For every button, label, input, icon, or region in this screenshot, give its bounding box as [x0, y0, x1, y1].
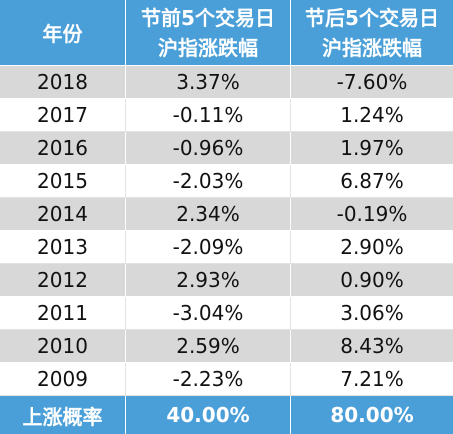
- header-after-line1: 节后5个交易日: [305, 5, 439, 30]
- row-after-change: 1.24%: [291, 99, 453, 132]
- row-before-change: -2.09%: [126, 231, 291, 264]
- header-year: 年份: [0, 0, 126, 66]
- row-year: 2015: [0, 165, 126, 198]
- row-year: 2018: [0, 66, 126, 99]
- row-year: 2014: [0, 198, 126, 231]
- footer-label: 上涨概率: [0, 396, 126, 434]
- row-before-change: -0.11%: [126, 99, 291, 132]
- header-before-holiday: 节前5个交易日 沪指涨跌幅: [126, 0, 291, 66]
- row-before-change: 2.34%: [126, 198, 291, 231]
- row-before-change: -2.23%: [126, 363, 291, 396]
- row-after-change: 1.97%: [291, 132, 453, 165]
- row-before-change: 2.59%: [126, 330, 291, 363]
- row-year: 2009: [0, 363, 126, 396]
- row-year: 2013: [0, 231, 126, 264]
- row-after-change: 7.21%: [291, 363, 453, 396]
- row-before-change: -3.04%: [126, 297, 291, 330]
- header-before-line1: 节前5个交易日: [141, 5, 275, 30]
- row-year: 2016: [0, 132, 126, 165]
- row-after-change: 8.43%: [291, 330, 453, 363]
- row-year: 2017: [0, 99, 126, 132]
- row-after-change: 3.06%: [291, 297, 453, 330]
- row-after-change: 0.90%: [291, 264, 453, 297]
- row-year: 2010: [0, 330, 126, 363]
- row-before-change: -2.03%: [126, 165, 291, 198]
- header-after-line2: 沪指涨跌幅: [322, 35, 422, 60]
- row-before-change: -0.96%: [126, 132, 291, 165]
- row-after-change: 6.87%: [291, 165, 453, 198]
- row-before-change: 3.37%: [126, 66, 291, 99]
- row-after-change: -0.19%: [291, 198, 453, 231]
- row-after-change: -7.60%: [291, 66, 453, 99]
- header-after-holiday: 节后5个交易日 沪指涨跌幅: [291, 0, 453, 66]
- header-before-line2: 沪指涨跌幅: [158, 35, 258, 60]
- footer-before-probability: 40.00%: [126, 396, 291, 434]
- row-year: 2012: [0, 264, 126, 297]
- row-after-change: 2.90%: [291, 231, 453, 264]
- row-before-change: 2.93%: [126, 264, 291, 297]
- footer-after-probability: 80.00%: [291, 396, 453, 434]
- row-year: 2011: [0, 297, 126, 330]
